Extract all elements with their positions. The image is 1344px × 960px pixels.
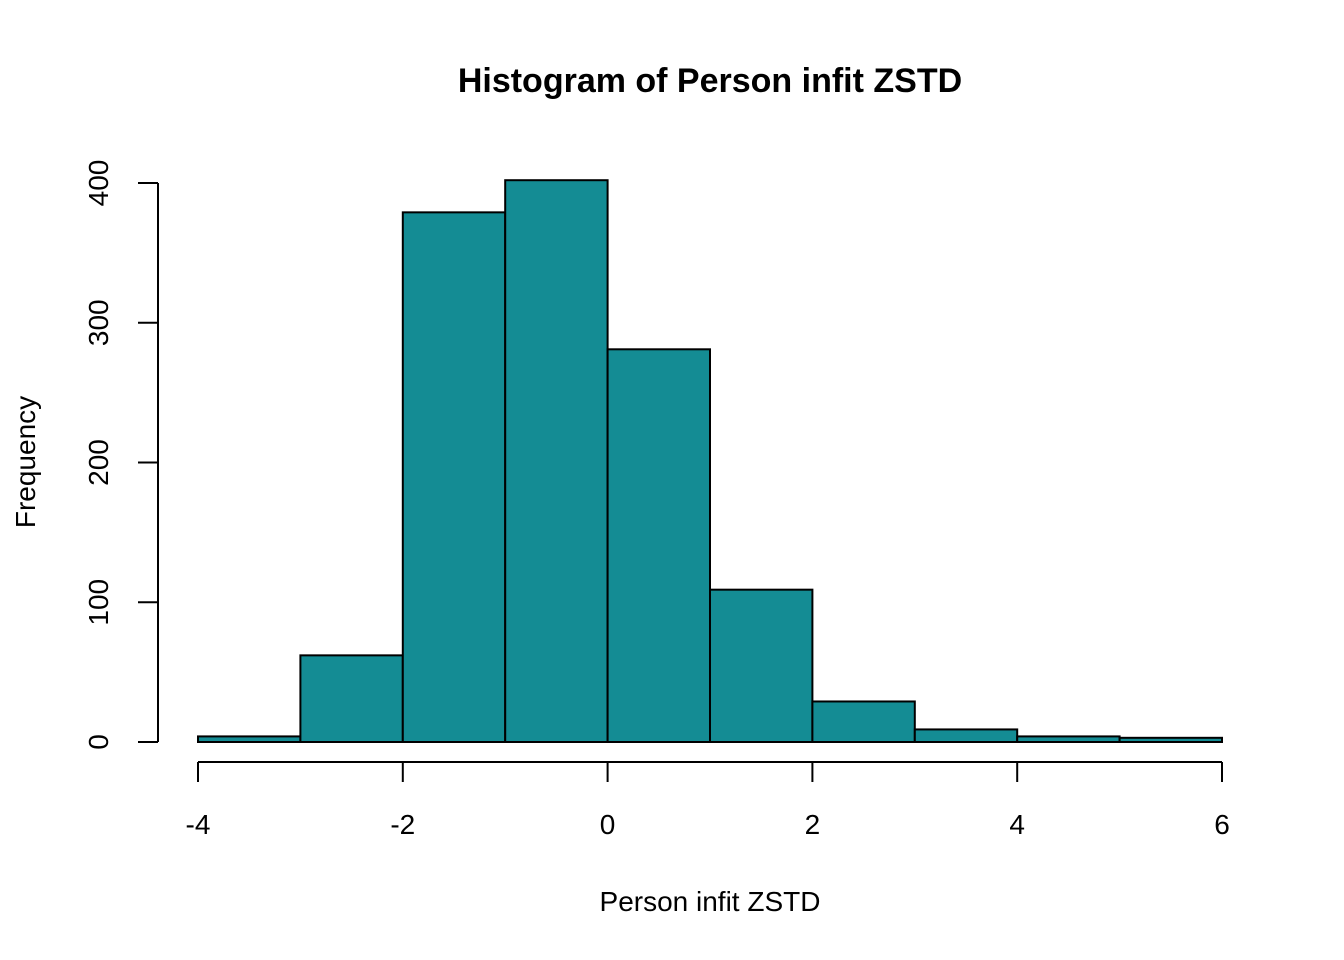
x-axis: -4 -2 0 2 4 6	[186, 761, 1230, 840]
y-tick-label: 400	[83, 160, 114, 207]
y-tick-label: 0	[83, 734, 114, 750]
x-tick-label: 6	[1214, 809, 1230, 840]
bars-group	[197, 179, 1223, 744]
x-tick-label: 2	[805, 809, 821, 840]
y-tick-label: 300	[83, 299, 114, 346]
histogram-bar-9	[1118, 736, 1223, 743]
x-axis-label: Person infit ZSTD	[600, 886, 821, 917]
chart-title: Histogram of Person infit ZSTD	[458, 62, 962, 100]
x-tick-label: -4	[186, 809, 211, 840]
histogram-bar-4	[606, 348, 711, 743]
histogram-bar-5	[709, 588, 814, 743]
y-tick-label: 100	[83, 579, 114, 626]
x-tick-label: 0	[600, 809, 616, 840]
x-tick-label: -2	[390, 809, 415, 840]
y-tick-label: 200	[83, 439, 114, 486]
histogram-bar-6	[811, 700, 916, 743]
histogram-bar-1	[299, 654, 404, 743]
y-axis: 0 100 200 300 400	[83, 160, 159, 750]
histogram-bar-8	[1016, 735, 1121, 743]
histogram-bar-3	[504, 179, 609, 743]
x-tick-label: 4	[1009, 809, 1025, 840]
histogram-bar-7	[913, 728, 1019, 743]
histogram-bar-0	[197, 735, 302, 743]
histogram-bar-2	[401, 211, 507, 744]
y-axis-label: Frequency	[10, 396, 41, 528]
